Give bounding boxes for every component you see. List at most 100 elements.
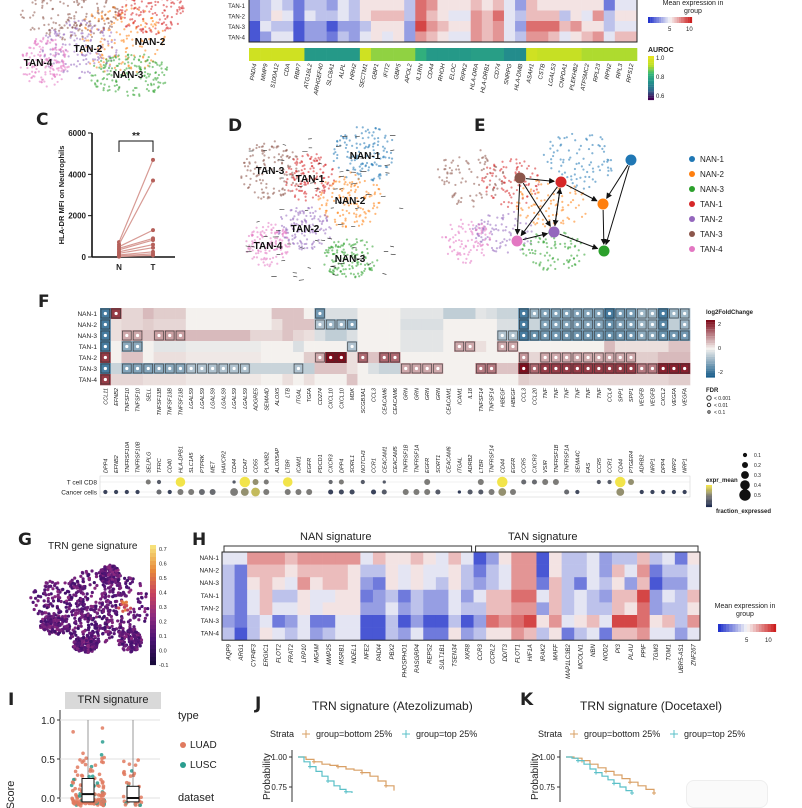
e-legend-label: NAN-2 [700,170,725,179]
heatmap-a-cell [515,0,526,11]
umap-e-point-tan-3 [459,172,461,174]
umap-point-tan-4 [46,85,48,87]
umap-e-point-tan-2 [495,224,497,226]
c-y-tick-label: 2000 [68,212,86,221]
umap-point-tan-4 [35,38,37,40]
heatmap-a-cell [415,32,426,43]
umap-d-point-nan-1 [365,164,367,166]
heatmap-a-cell [626,32,637,43]
umap-e-point-tan-2 [501,223,503,225]
umap-g-point [145,613,148,616]
umap-point-tan-3 [63,24,65,26]
expr-colorbar-a-step [650,17,652,23]
heatmap-a-cell [437,21,448,32]
umap-point-nan-3 [149,62,151,64]
heatmap-a-cell [626,11,637,22]
umap-point-tan-3 [73,15,75,17]
heatmap-a-cell [393,32,404,43]
umap-e-point-tan-2 [507,213,509,215]
umap-e-point-nan-1 [566,136,568,138]
f-colorbar-step [706,364,715,366]
umap-e-point-nan-2 [533,203,535,205]
umap-e-point-nan-1 [560,158,562,160]
f-dot-gene-label: ADRB2 [468,455,474,474]
f-heatmap-cell [422,330,433,341]
f-heatmap-cell [390,374,401,385]
umap-g-point [105,639,108,642]
f-heatmap-cell [304,363,315,374]
f-significance-dot [522,312,525,315]
f-gene-label: MDK [350,388,356,401]
f-heatmap-cell [261,352,272,363]
velocity-arrow [355,208,359,209]
f-heatmap-cell [400,319,411,330]
f-heatmap-cell [508,374,519,385]
f-gene-label: ADGRE5 [254,387,260,412]
umap-point-tan-3 [109,25,111,27]
f-dot [306,489,312,495]
f-fdr-marker [707,403,710,406]
umap-e-point-tan-1 [489,167,491,169]
f-expr-colorbar-step [706,496,712,497]
f-gene-label: CEACAM6 [382,387,388,415]
f-heatmap-cell [572,374,583,385]
umap-g-point [47,597,50,600]
umap-g-point [95,615,98,618]
umap-e-point-tan-3 [494,194,496,196]
umap-point-nan-3 [147,73,149,75]
heatmap-a-cell [493,0,504,11]
h-heatmap-cell [247,552,260,565]
umap-g-point [48,626,51,629]
umap-d-point-tan-4 [271,229,273,231]
auroc-colorbar-step [648,98,654,100]
umap-d-point-tan-4 [271,261,273,263]
f-heatmap-cell [143,319,154,330]
f-gene-label: SELL [146,388,152,401]
e-legend-marker [689,231,695,237]
umap-point-tan-4 [58,69,60,71]
umap-e-point-nan-2 [533,221,535,223]
umap-point-tan-1 [141,0,143,2]
umap-point-tan-3 [77,29,79,31]
umap-point-nan-3 [114,85,116,87]
umap-point-tan-1 [157,32,159,34]
umap-e-point-tan-1 [490,172,492,174]
f-colorbar-step [706,334,715,336]
f-significance-dot [211,367,214,370]
umap-e-point-nan-3 [553,261,555,263]
f-heatmap-cell [218,330,229,341]
f-heatmap-cell [497,352,508,363]
umap-point-nan-2 [116,31,118,33]
umap-d-label-nan-3: NAN-3 [335,254,366,265]
umap-d-point-nan-2 [369,221,371,223]
umap-point-nan-2 [136,31,138,33]
umap-e-point-nan-2 [537,218,539,220]
umap-d-point-tan-1 [312,196,314,198]
umap-point-tan-1 [159,18,161,20]
e-legend-marker [689,156,695,162]
umap-g-point [99,605,102,608]
umap-d-point-tan-4 [262,261,264,263]
umap-point-tan-4 [49,73,51,75]
f-significance-dot [501,334,504,337]
f-heatmap-cell [669,352,680,363]
heatmap-a-cell [548,21,559,32]
g-colorbar-step [150,553,156,557]
f-expr-colorbar-step [706,494,712,495]
f-significance-dot [179,334,182,337]
umap-e-point-tan-3 [482,156,484,158]
umap-point-tan-3 [68,17,70,19]
f-significance-dot [179,367,182,370]
umap-point-nan-3 [114,56,116,58]
umap-point-tan-2 [109,35,111,37]
umap-point-tan-2 [88,33,90,35]
umap-g-point [123,577,126,580]
f-gene-label: VEGFB [650,388,656,407]
auroc-bar-cell [548,48,559,61]
umap-point-tan-2 [70,64,72,66]
umap-d-point-nan-2 [322,196,324,198]
umap-e-point-tan-3 [449,172,451,174]
g-colorbar-step [150,641,156,645]
auroc-bar-cell [371,48,382,61]
f-significance-dot [533,367,536,370]
